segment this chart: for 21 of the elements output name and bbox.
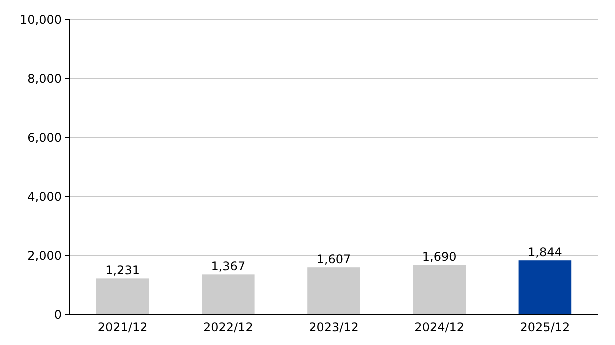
y-tick-label: 8,000 [28, 72, 62, 86]
x-tick-label: 2022/12 [203, 320, 254, 335]
y-tick-label: 0 [54, 308, 62, 322]
y-tick-label: 10,000 [20, 12, 62, 27]
x-tick-label: 2021/12 [98, 320, 148, 335]
data-label: 1,367 [211, 260, 246, 274]
bar [308, 268, 360, 315]
bar [413, 265, 466, 315]
y-tick-label: 2,000 [28, 248, 62, 263]
y-tick-label: 6,000 [28, 130, 62, 145]
bar [202, 274, 255, 315]
bar [518, 260, 572, 315]
x-tick-label: 2024/12 [414, 320, 465, 335]
y-tick-label: 4,000 [28, 190, 62, 204]
data-label: 1,231 [106, 264, 140, 278]
bar [96, 278, 150, 315]
data-label: 1,690 [422, 250, 457, 264]
x-tick-label: 2025/12 [520, 320, 570, 335]
data-label: 1,607 [316, 252, 352, 267]
data-label: 1,844 [528, 246, 562, 260]
x-tick-label: 2023/12 [309, 320, 359, 335]
